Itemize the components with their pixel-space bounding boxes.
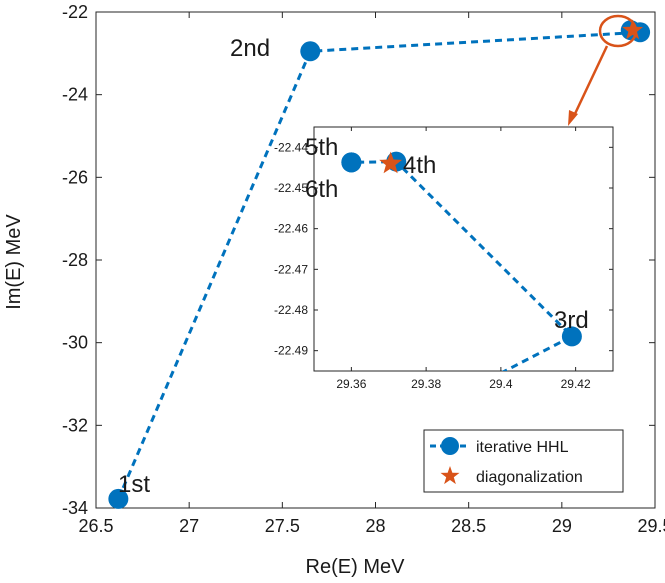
x-tick-label: 28: [365, 516, 385, 536]
x-tick-label: 29: [552, 516, 572, 536]
point-label-6th: 6th: [305, 176, 338, 203]
inset-y-tick-label: -22.45: [274, 181, 308, 195]
inset-series-lines: [351, 160, 575, 371]
inset-x-tick-label: 29.4: [489, 377, 513, 391]
diagonalization-point: [622, 19, 644, 40]
inset-iterative-hhl-point: [341, 152, 362, 173]
main-axes: 26.5 27 27.5 28 28.5 29 29.5 -22 -24 -26 -28 -30 -32…: [62, 2, 665, 536]
x-tick-label: 26.5: [78, 516, 113, 536]
inset-arrow: [571, 45, 609, 119]
inset-y-tick-label: -22.48: [274, 303, 308, 317]
y-tick-label: -24: [62, 85, 88, 105]
legend-marker-diagonalization: [440, 466, 460, 485]
legend-box: [423, 429, 624, 493]
inset-series-markers: [341, 151, 582, 347]
legend-label-iterative-hhl: iterative HHL: [476, 439, 569, 456]
legend-label-diagonalization: diagonalization: [476, 469, 583, 486]
x-tick-label: 29.5: [637, 516, 665, 536]
inset-axes: 29.36 29.38 29.4 29.42 -22.44 -22.45 -22.46 -22…: [274, 127, 613, 391]
y-tick-label: -32: [62, 415, 88, 435]
inset-arrow-head: [568, 110, 578, 126]
x-axis-label: Re(E) MeV: [306, 556, 406, 578]
inset-x-tick-label: 29.36: [336, 377, 366, 391]
point-label-1st: 1st: [118, 471, 150, 498]
inset-y-tick-label: -22.46: [274, 222, 308, 236]
iterative-hhl-point: [300, 41, 321, 62]
point-label-3rd: 3rd: [554, 307, 589, 334]
inset-diagonalization-point: [379, 151, 403, 174]
y-tick-label: -22: [62, 2, 88, 22]
iterative-hhl-point: [108, 488, 129, 509]
x-tick-label: 27: [179, 516, 199, 536]
point-label-4th: 4th: [403, 152, 436, 179]
inset-y-tick-label: -22.49: [274, 344, 308, 358]
legend-marker-iterative-hhl: [441, 437, 459, 455]
y-tick-label: -26: [62, 167, 88, 187]
inset-x-tick-label: 29.42: [561, 377, 591, 391]
point-label-2nd: 2nd: [230, 35, 270, 62]
y-tick-label: -28: [62, 250, 88, 270]
inset-iterative-hhl-point: [561, 326, 582, 347]
y-tick-label: -34: [62, 498, 88, 518]
y-axis-label: Im(E) MeV: [3, 214, 25, 310]
x-tick-label: 28.5: [451, 516, 486, 536]
inset-background: [313, 126, 614, 372]
inset-y-tick-label: -22.44: [274, 140, 308, 154]
y-tick-label: -30: [62, 333, 88, 353]
highlight-ellipse: [598, 14, 638, 48]
x-tick-label: 27.5: [265, 516, 300, 536]
inset-iterative-hhl-line: [351, 160, 575, 371]
point-label-5th: 5th: [305, 134, 338, 161]
inset-x-tick-label: 29.38: [411, 377, 441, 391]
inset-y-tick-label: -22.47: [274, 262, 308, 276]
